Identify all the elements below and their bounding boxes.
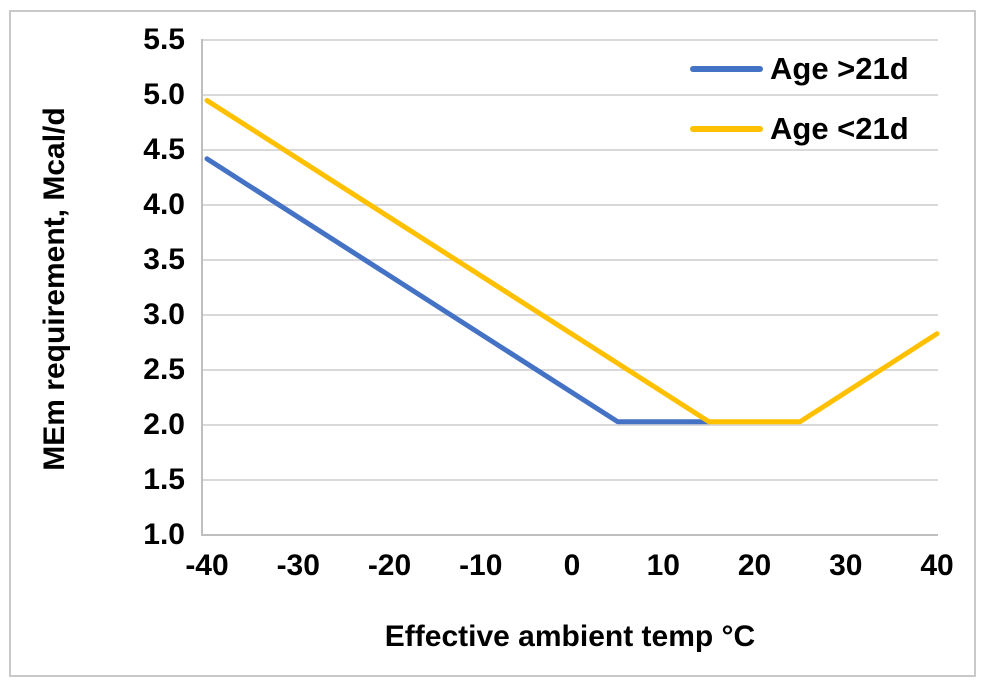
x-tick-label-40: 40 [920, 549, 954, 582]
x-tick-label--10: -10 [459, 549, 503, 582]
x-tick-label--20: -20 [367, 549, 412, 582]
x-axis-title: Effective ambient temp °C [384, 620, 756, 653]
y-tick-label-3.0: 3.0 [143, 298, 185, 331]
legend-line-swatch [690, 126, 763, 132]
x-tick-label--40: -40 [185, 549, 229, 582]
y-tick-label-2.5: 2.5 [143, 353, 185, 386]
series-line-1 [204, 98, 940, 425]
y-tick-label-5.5: 5.5 [143, 23, 185, 56]
x-tick-label-0: 0 [563, 549, 581, 582]
y-tick-label-4.5: 4.5 [143, 133, 185, 166]
legend: Age >21d Age <21d [690, 50, 909, 148]
y-tick-label-1.0: 1.0 [143, 518, 185, 551]
series-line-0 [204, 156, 712, 425]
y-tick-label-4.0: 4.0 [143, 188, 185, 221]
legend-line-swatch [690, 66, 763, 72]
x-tick-label-30: 30 [829, 549, 863, 582]
legend-label: Age <21d [770, 111, 909, 146]
y-tick-label-3.5: 3.5 [143, 243, 185, 276]
x-tick-label-10: 10 [646, 549, 680, 582]
legend-item-0: Age >21d [690, 50, 909, 88]
x-tick-label-20: 20 [737, 549, 772, 582]
y-tick-label-1.5: 1.5 [143, 463, 185, 496]
legend-item-1: Age <21d [690, 110, 909, 148]
y-tick-label-2.0: 2.0 [143, 408, 185, 441]
y-tick-label-5.0: 5.0 [143, 78, 185, 111]
x-tick-label--30: -30 [276, 549, 320, 582]
legend-label: Age >21d [770, 51, 909, 86]
